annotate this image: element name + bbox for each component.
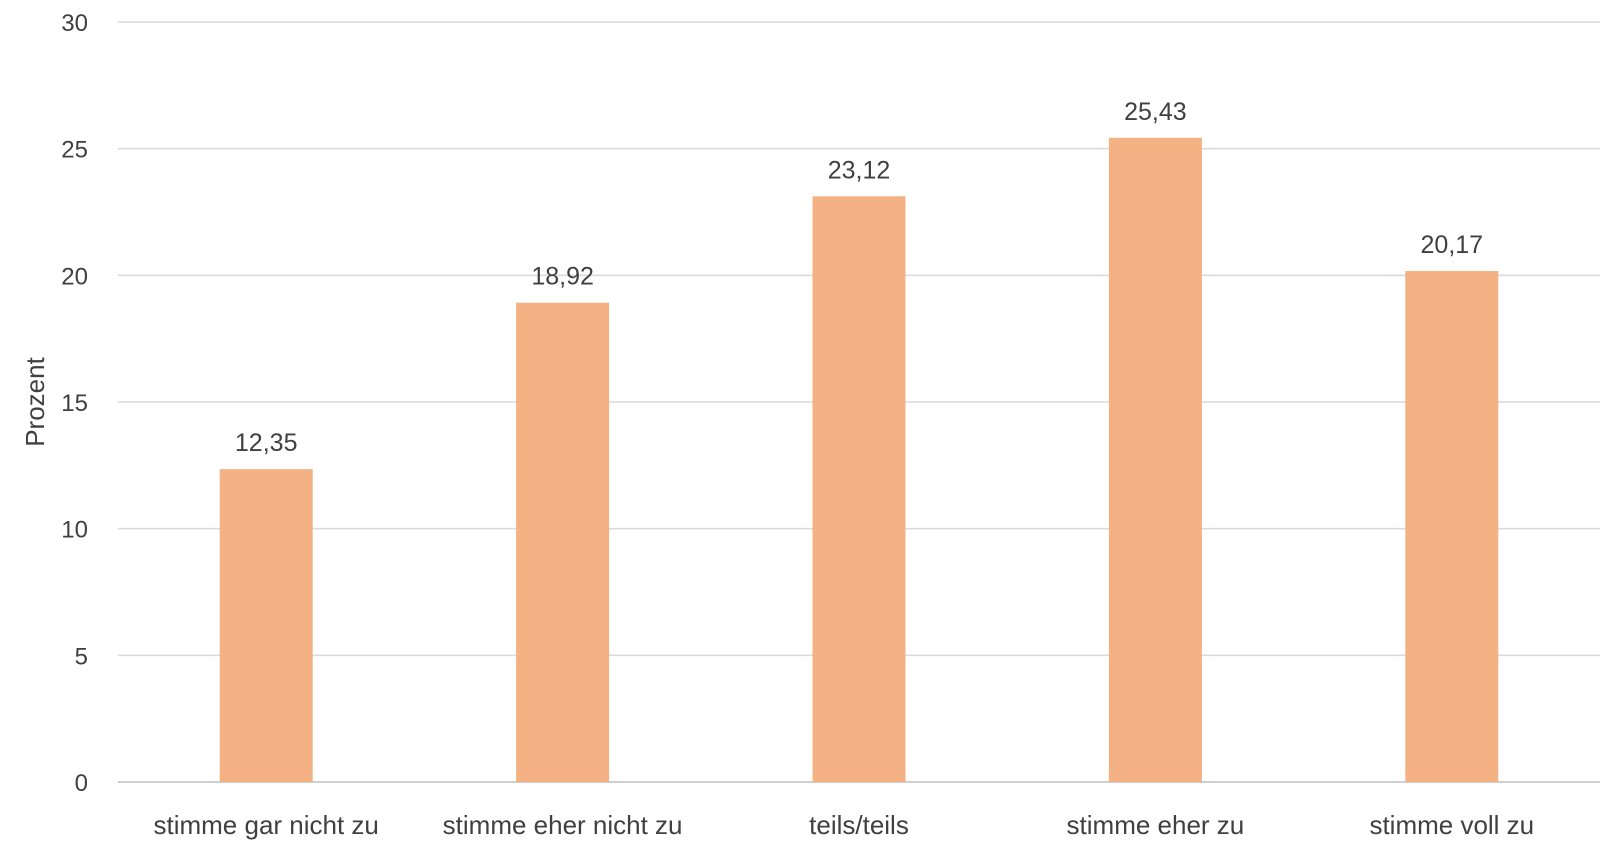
bar (1405, 271, 1499, 782)
x-category-label: teils/teils (809, 810, 909, 840)
bar (812, 196, 906, 782)
data-label: 25,43 (1124, 98, 1187, 126)
bar (219, 469, 313, 782)
data-label: 12,35 (235, 429, 298, 457)
x-category-label: stimme eher zu (1067, 810, 1245, 840)
data-label: 20,17 (1421, 231, 1484, 259)
data-labels: 12,35 18,92 23,12 25,43 20,17 (235, 98, 1483, 457)
data-label: 23,12 (828, 156, 891, 184)
y-tick-label: 10 (61, 517, 88, 544)
x-category-label: stimme voll zu (1369, 810, 1534, 840)
x-category-label: stimme eher nicht zu (443, 810, 683, 840)
y-tick-label: 5 (75, 643, 88, 670)
y-axis-ticks: 0 5 10 15 20 25 30 (61, 10, 88, 797)
x-category-label: stimme gar nicht zu (153, 810, 378, 840)
data-label: 18,92 (531, 263, 594, 291)
x-axis-labels: stimme gar nicht zu stimme eher nicht zu t… (153, 810, 1534, 840)
y-tick-label: 20 (61, 263, 88, 290)
y-axis-title: Prozent (20, 356, 50, 446)
y-tick-label: 30 (61, 10, 88, 37)
y-tick-label: 15 (61, 390, 88, 417)
bar (516, 302, 610, 782)
y-tick-label: 0 (75, 770, 88, 797)
bars (219, 137, 1499, 783)
y-tick-label: 25 (61, 137, 88, 164)
bar (1108, 137, 1202, 783)
